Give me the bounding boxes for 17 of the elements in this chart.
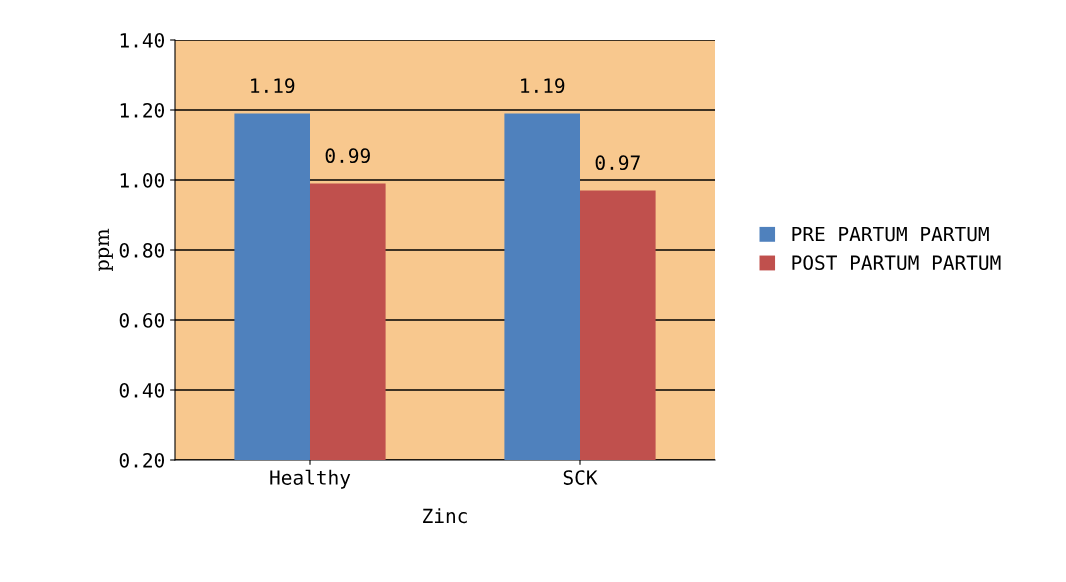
y-tick-label: 1.20 (120, 103, 165, 118)
y-tick-label: 0.20 (119, 453, 165, 468)
legend-label: POST PARTUM PARTUM (792, 255, 1001, 271)
x-tick-label: Healthy (270, 469, 351, 489)
data-label: 0.97 (595, 155, 640, 171)
legend-label: PRE PARTUM PARTUM (792, 226, 989, 242)
y-tick-label: 1.40 (120, 33, 165, 48)
data-label: 0.99 (325, 148, 370, 164)
y-tick-label: 0.80 (119, 243, 165, 258)
y-tick-label: 0.40 (119, 383, 165, 398)
data-label: 1.19 (521, 78, 565, 94)
x-axis-title: Zinc (423, 508, 467, 524)
y-tick-label: 0.60 (119, 313, 165, 328)
x-tick-label: SCK (563, 470, 598, 485)
y-axis-title: ppm (98, 228, 113, 272)
data-label: 1.19 (251, 78, 295, 94)
y-tick-label: 1.00 (120, 173, 165, 188)
